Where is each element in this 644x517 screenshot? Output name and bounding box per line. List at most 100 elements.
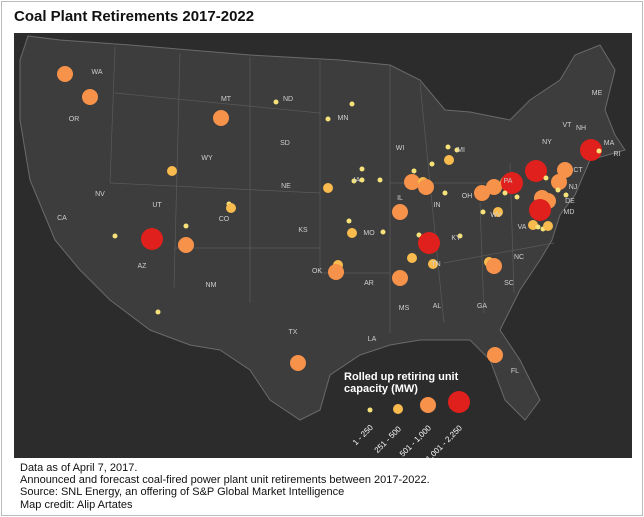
footnote: Data as of April 7, 2017. [20,462,138,474]
plant-marker [349,101,355,107]
plant-marker [411,168,417,174]
state-borders [109,46,555,333]
state-label: AL [433,303,442,310]
plant-marker [543,175,549,181]
plant-marker [514,194,520,200]
plant-marker [112,233,118,239]
plant-marker [429,161,435,167]
plant-marker [454,147,460,153]
plant-marker [167,166,177,176]
state-label: IN [434,202,441,209]
state-label: OK [312,268,322,275]
state-label: MI [457,147,465,154]
state-label: RI [614,151,621,158]
state-label: KY [451,235,461,242]
state-label: WA [91,69,102,76]
state-label: ME [592,90,603,97]
footnote: Announced and forecast coal-fired power … [20,474,430,487]
map: WA OR MT ND MN SD WY WI MI NY VT NH ME MA RI CT NJ PA DE MD… [14,33,632,458]
state-label: KS [298,227,308,234]
state-label: MT [221,96,232,103]
state-label: AZ [138,263,148,270]
plant-marker [325,116,331,122]
legend-swatch [448,391,470,413]
state-labels: WA OR MT ND MN SD WY WI MI NY VT NH ME MA RI CT NJ PA DE MD… [57,69,620,375]
plant-marker [563,192,569,198]
state-label: NM [206,282,217,289]
plant-marker [404,174,420,190]
plant-markers [57,66,602,371]
footnote: Map credit: Alip Artates [20,498,133,511]
plant-marker [359,177,365,183]
state-label: VA [518,224,527,231]
state-label: NJ [569,184,578,191]
state-label: MN [338,115,349,122]
state-label: LA [368,336,377,343]
state-label: WY [201,155,213,162]
state-label: IA [354,177,361,184]
plant-marker [416,232,422,238]
state-label: IL [397,195,403,202]
state-label: MD [564,209,575,216]
plant-marker [328,264,344,280]
state-label: DE [565,198,575,205]
plant-marker [529,199,551,221]
state-label: GA [477,303,487,310]
plant-marker [486,179,502,195]
plant-marker [428,259,438,269]
plant-marker [392,204,408,220]
plant-marker [535,224,541,230]
plant-marker [596,148,602,154]
state-label: NE [281,183,291,190]
plant-marker [377,177,383,183]
plant-marker [580,139,602,161]
plant-marker [351,178,357,184]
state-label: NV [95,191,105,198]
state-label: NC [514,254,524,261]
plant-marker [528,220,538,230]
plant-marker [359,166,365,172]
plant-marker [347,228,357,238]
plant-marker [213,110,229,126]
plant-marker [557,162,573,178]
footnotes: Data as of April 7, 2017. Announced and f… [20,462,430,511]
plant-marker [418,179,434,195]
plant-marker [551,174,567,190]
state-label: OH [462,193,473,200]
state-label: NY [542,139,552,146]
plant-marker [501,172,523,194]
footnote: Source: SNL Energy, an offering of S&P G… [20,486,345,499]
state-label: MS [399,305,410,312]
legend-swatch [367,407,373,413]
state-label: FL [511,368,519,375]
legend-swatch [393,404,403,414]
plant-marker [442,190,448,196]
plant-marker [525,160,547,182]
plant-marker [543,221,553,231]
plant-marker [418,232,440,254]
state-label: CT [573,167,583,174]
plant-marker [480,209,486,215]
plant-marker [457,233,463,239]
legend-title: Rolled up retiring unit capacity (MW) [344,371,459,395]
plant-marker [444,155,454,165]
plant-marker [141,228,163,250]
plant-marker [323,183,333,193]
plant-marker [380,229,386,235]
plant-marker [392,270,408,286]
state-label: WV [490,212,502,219]
plant-marker [183,223,189,229]
us-outline [19,35,626,421]
state-label: NH [576,125,586,132]
plant-marker [290,355,306,371]
plant-marker [178,237,194,253]
plant-marker [555,187,561,193]
state-label: WI [396,145,405,152]
state-label: ND [283,96,293,103]
state-label: SC [504,280,514,287]
plant-marker [445,144,451,150]
state-label: SD [280,140,290,147]
title: Coal Plant Retirements 2017-2022 [14,8,255,25]
plant-marker [487,347,503,363]
